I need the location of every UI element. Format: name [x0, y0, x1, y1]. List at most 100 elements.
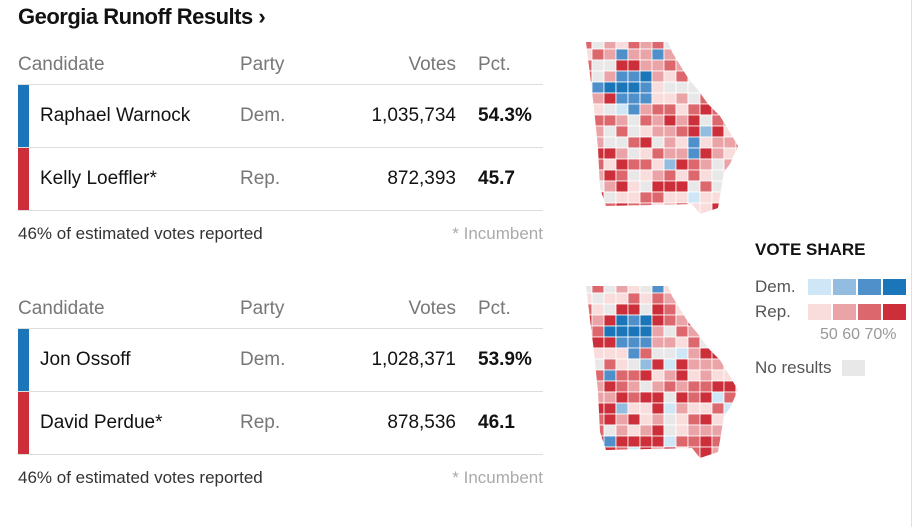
county[interactable] [699, 325, 713, 338]
county[interactable] [651, 103, 665, 116]
county[interactable] [735, 336, 745, 349]
county[interactable] [580, 92, 593, 105]
county[interactable] [639, 292, 653, 305]
county[interactable] [603, 180, 617, 193]
county[interactable] [699, 180, 713, 193]
county[interactable] [711, 457, 725, 462]
county[interactable] [603, 70, 617, 83]
county[interactable] [639, 347, 653, 360]
county[interactable] [675, 336, 689, 349]
county[interactable] [675, 136, 689, 149]
county[interactable] [603, 292, 617, 305]
county[interactable] [651, 81, 665, 94]
county[interactable] [627, 292, 641, 305]
county[interactable] [723, 125, 737, 138]
county[interactable] [639, 191, 653, 204]
county[interactable] [699, 380, 713, 393]
county[interactable] [580, 457, 593, 462]
county[interactable] [615, 413, 629, 426]
county[interactable] [735, 180, 745, 193]
county[interactable] [627, 180, 641, 193]
county[interactable] [591, 38, 605, 50]
county[interactable] [699, 114, 713, 127]
county[interactable] [580, 202, 593, 214]
county[interactable] [687, 136, 701, 149]
county[interactable] [603, 158, 617, 171]
county[interactable] [580, 136, 593, 149]
county[interactable] [639, 147, 653, 160]
county[interactable] [591, 81, 605, 94]
county[interactable] [615, 114, 629, 127]
county[interactable] [591, 92, 605, 105]
county[interactable] [627, 435, 641, 448]
county[interactable] [711, 103, 725, 116]
county[interactable] [711, 191, 725, 204]
county[interactable] [735, 191, 745, 204]
county[interactable] [627, 92, 641, 105]
county[interactable] [603, 213, 617, 218]
county[interactable] [675, 92, 689, 105]
county[interactable] [580, 435, 593, 448]
county[interactable] [723, 59, 737, 72]
county[interactable] [663, 303, 677, 316]
county[interactable] [639, 446, 653, 458]
county[interactable] [639, 48, 653, 61]
county[interactable] [663, 48, 677, 61]
county[interactable] [699, 435, 713, 448]
county[interactable] [699, 314, 713, 327]
county[interactable] [639, 81, 653, 94]
county[interactable] [639, 125, 653, 138]
county[interactable] [615, 191, 629, 204]
county[interactable] [639, 413, 653, 426]
county[interactable] [723, 282, 737, 294]
county[interactable] [615, 380, 629, 393]
county[interactable] [627, 446, 641, 458]
county[interactable] [735, 446, 745, 458]
county[interactable] [580, 303, 593, 316]
county[interactable] [603, 191, 617, 204]
county[interactable] [639, 180, 653, 193]
county[interactable] [580, 314, 593, 327]
county[interactable] [580, 358, 593, 371]
county[interactable] [675, 457, 689, 462]
county[interactable] [735, 292, 745, 305]
county[interactable] [723, 169, 737, 182]
county[interactable] [711, 402, 725, 415]
county[interactable] [627, 413, 641, 426]
county[interactable] [711, 136, 725, 149]
county[interactable] [580, 380, 593, 393]
county[interactable] [687, 380, 701, 393]
county[interactable] [627, 59, 641, 72]
county[interactable] [675, 446, 689, 458]
county[interactable] [651, 292, 665, 305]
county[interactable] [651, 380, 665, 393]
county[interactable] [699, 81, 713, 94]
county[interactable] [675, 402, 689, 415]
county[interactable] [591, 191, 605, 204]
county[interactable] [711, 114, 725, 127]
county[interactable] [651, 391, 665, 404]
county[interactable] [639, 136, 653, 149]
county[interactable] [699, 59, 713, 72]
county[interactable] [603, 136, 617, 149]
county[interactable] [735, 38, 745, 50]
county[interactable] [615, 303, 629, 316]
county[interactable] [675, 424, 689, 437]
county[interactable] [627, 380, 641, 393]
county[interactable] [603, 314, 617, 327]
county[interactable] [615, 48, 629, 61]
county[interactable] [627, 136, 641, 149]
county[interactable] [651, 358, 665, 371]
county[interactable] [591, 202, 605, 214]
county[interactable] [687, 92, 701, 105]
county[interactable] [723, 158, 737, 171]
county[interactable] [699, 125, 713, 138]
county[interactable] [639, 369, 653, 382]
county[interactable] [735, 202, 745, 214]
county[interactable] [591, 391, 605, 404]
county[interactable] [711, 70, 725, 83]
county[interactable] [603, 38, 617, 50]
county[interactable] [580, 114, 593, 127]
county[interactable] [663, 402, 677, 415]
county[interactable] [580, 48, 593, 61]
